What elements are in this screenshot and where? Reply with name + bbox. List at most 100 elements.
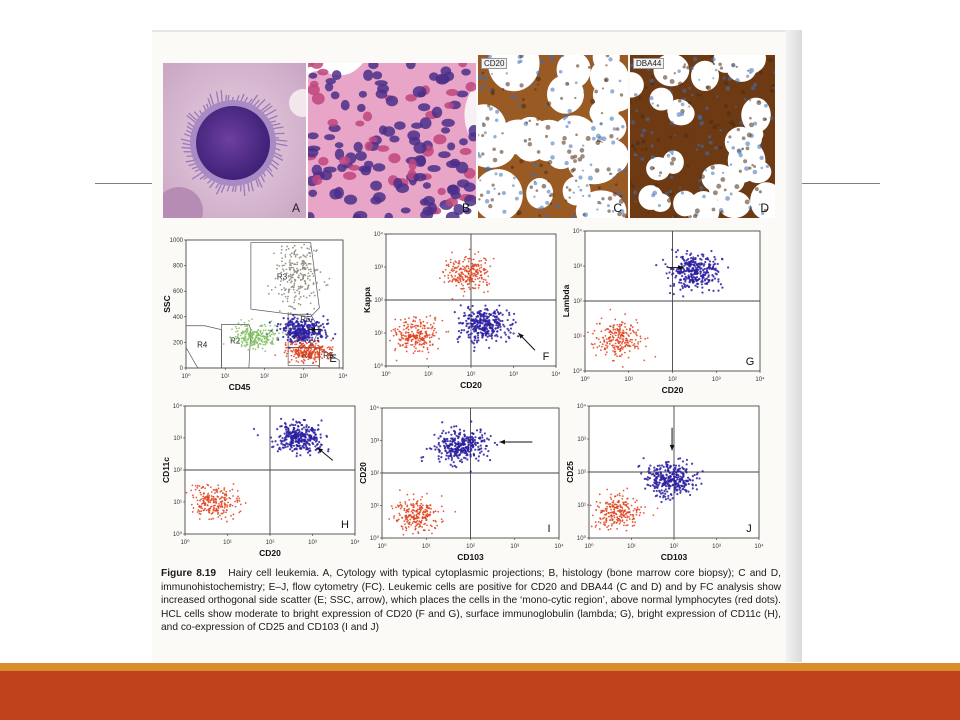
x-tick-label: 10³ — [712, 377, 721, 383]
y-tick-label: 10¹ — [573, 334, 582, 340]
annotation-arrow — [669, 427, 675, 451]
y-axis-label: Lambda — [561, 284, 571, 317]
y-tick-label: 10² — [577, 470, 586, 476]
series-cluster — [655, 248, 730, 298]
panel-letter-e: E — [329, 353, 336, 365]
y-tick-label: 10² — [374, 298, 383, 304]
y-axis-label: CD11c — [161, 457, 171, 483]
flow-plot-f: 10⁰ 10¹ 10² 10³ 10⁴ 10⁰ 10¹ 10² 10³ 10⁴ CD20 Kappa F — [362, 231, 561, 390]
y-tick-label: 10¹ — [577, 503, 586, 509]
gate-r3 — [250, 242, 320, 318]
series-cluster — [185, 483, 247, 523]
slide-divider-left — [95, 183, 152, 184]
x-tick-label: 10¹ — [627, 544, 636, 550]
annotation-arrow — [517, 332, 536, 351]
figure-label: Figure 8.19 — [161, 568, 217, 579]
panel-letter-b: B — [461, 201, 470, 215]
x-tick-label: 10⁰ — [377, 543, 387, 550]
gate-label-r4: R4 — [197, 341, 208, 350]
x-tick-label: 10⁴ — [551, 371, 561, 378]
x-axis-label: CD45 — [229, 382, 251, 392]
y-tick-label: 1000 — [170, 238, 184, 244]
plot-frame — [185, 239, 344, 369]
series-cluster — [274, 335, 334, 368]
y-tick-label: 400 — [173, 315, 184, 321]
x-axis-label: CD103 — [457, 552, 484, 562]
series-cluster — [267, 243, 331, 315]
flow-panel-j: 10⁰ 10¹ 10² 10³ 10⁴ 10⁰ 10¹ 10² 10³ 10⁴ CD103 CD25 J — [563, 400, 764, 562]
series-cluster — [453, 304, 520, 352]
x-tick-label: 10⁰ — [584, 543, 594, 550]
y-tick-label: 10³ — [573, 264, 582, 270]
x-tick-label: 10² — [467, 372, 476, 378]
x-tick-label: 10³ — [308, 540, 317, 546]
x-tick-label: 10¹ — [221, 374, 230, 380]
x-tick-label: 10² — [266, 540, 275, 546]
x-axis-label: CD20 — [259, 548, 281, 558]
y-tick-label: 600 — [173, 289, 184, 295]
x-tick-label: 10³ — [510, 544, 519, 550]
x-axis-label: CD20 — [460, 380, 482, 390]
gate-label-r2: R2 — [230, 337, 241, 346]
x-tick-label: 10⁴ — [755, 376, 765, 383]
series-cluster — [637, 457, 704, 504]
x-tick-label: 10⁰ — [180, 539, 190, 546]
x-tick-label: 10⁴ — [350, 539, 360, 546]
x-axis-label: CD103 — [661, 552, 688, 562]
panel-letter-f: F — [543, 351, 550, 363]
y-tick-label: 200 — [173, 340, 184, 346]
x-tick-label: 10² — [260, 374, 269, 380]
series-cluster — [420, 420, 499, 473]
x-tick-label: 10² — [670, 544, 679, 550]
y-tick-label: 10⁰ — [173, 531, 183, 538]
x-axis-label: CD20 — [662, 385, 684, 395]
slide-footer-red-band — [0, 671, 960, 720]
gate-label-r6: R6 — [300, 315, 311, 324]
annotation-arrow — [499, 439, 533, 445]
panel-letter-g: G — [746, 356, 755, 368]
annotation-arrow — [668, 265, 684, 270]
y-tick-label: 10¹ — [370, 504, 379, 510]
y-tick-label: 10¹ — [374, 331, 383, 337]
flow-plot-e: R1R2R3R4R5R610⁰10¹10²10³10⁴0200400600800… — [162, 238, 348, 392]
page-top-edge — [152, 30, 802, 32]
y-tick-label: 0 — [180, 366, 184, 372]
x-tick-label: 10¹ — [424, 372, 433, 378]
gate-r5 — [319, 346, 340, 369]
flow-plot-j: 10⁰ 10¹ 10² 10³ 10⁴ 10⁰ 10¹ 10² 10³ 10⁴ CD103 CD25 J — [565, 403, 764, 562]
slide-footer-orange-stripe — [0, 663, 960, 671]
y-tick-label: 10⁴ — [173, 403, 183, 410]
y-axis-label: Kappa — [362, 287, 372, 313]
y-tick-label: 10⁰ — [577, 535, 587, 542]
flow-panel-h: 10⁰ 10¹ 10² 10³ 10⁴ 10⁰ 10¹ 10² 10³ 10⁴ CD20 CD11c H — [160, 403, 360, 562]
x-tick-label: 10⁰ — [181, 373, 191, 380]
gate-label-r3: R3 — [277, 273, 288, 282]
stain-label-cd20: CD20 — [481, 58, 508, 69]
panel-letter-j: J — [746, 523, 752, 535]
y-tick-label: 10³ — [374, 265, 383, 271]
x-tick-label: 10¹ — [422, 544, 431, 550]
y-tick-label: 10⁴ — [573, 228, 583, 235]
series-cluster — [266, 312, 337, 349]
y-tick-label: 10⁰ — [370, 535, 380, 542]
y-axis-label: CD25 — [565, 461, 575, 483]
y-tick-label: 10³ — [577, 437, 586, 443]
series-cluster — [222, 318, 294, 353]
series-cluster — [589, 487, 659, 532]
y-tick-label: 10¹ — [173, 500, 182, 506]
x-tick-label: 10³ — [299, 374, 308, 380]
annotation-arrow — [317, 447, 334, 461]
y-tick-label: 10² — [173, 468, 182, 474]
panel-a-cytology-image: A — [163, 63, 306, 218]
figure-caption-text: Hairy cell leukemia. A, Cytology with ty… — [161, 568, 782, 634]
flow-panel-e: R1R2R3R4R5R610⁰10¹10²10³10⁴0200400600800… — [158, 228, 354, 398]
x-tick-label: 10⁴ — [338, 373, 348, 380]
flow-panel-i: 10⁰ 10¹ 10² 10³ 10⁴ 10⁰ 10¹ 10² 10³ 10⁴ CD103 CD20 I — [358, 404, 565, 562]
panel-letter-d: D — [760, 201, 769, 215]
figure-caption: Figure 8.19 Hairy cell leukemia. A, Cyto… — [161, 567, 781, 635]
gate-r2 — [221, 324, 252, 369]
y-tick-label: 10⁴ — [370, 405, 380, 412]
panel-letter-h: H — [341, 519, 349, 531]
series-cluster — [586, 308, 657, 368]
page-binding-shadow — [786, 30, 802, 662]
